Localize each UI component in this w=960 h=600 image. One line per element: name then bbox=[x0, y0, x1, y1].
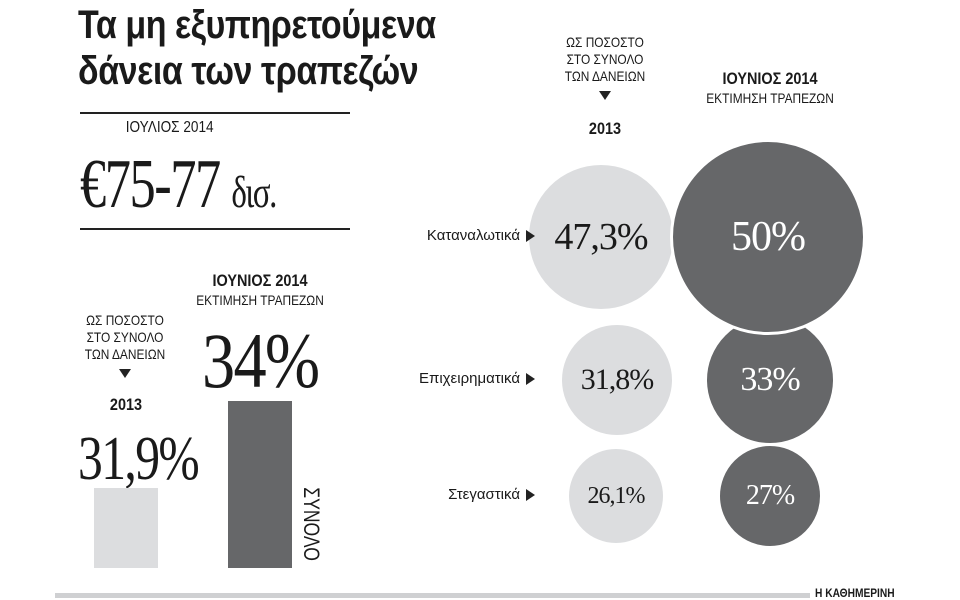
bar-2013 bbox=[94, 488, 158, 568]
estimate-label: ΕΚΤΙΜΗΣΗ ΤΡΑΠΕΖΩΝ bbox=[196, 292, 324, 308]
right-triangle-icon bbox=[526, 229, 535, 242]
source-logo: Η ΚΑΘΗΜΕΡΙΝΗ bbox=[815, 586, 895, 600]
category-label: Καταναλωτικά bbox=[427, 227, 535, 244]
bar-2014 bbox=[228, 401, 292, 568]
down-triangle-icon bbox=[119, 369, 131, 378]
bubble-2013: 26,1% bbox=[569, 449, 663, 543]
share-legend: ΩΣ ΠΟΣΟΣΤΟ ΣΤΟ ΣΥΝΟΛΟ ΤΩΝ ΔΑΝΕΙΩΝ bbox=[70, 312, 180, 378]
year-2014-label: ΙΟΥΝΙΟΣ 2014 bbox=[212, 271, 308, 290]
bubble-2013: 47,3% bbox=[529, 165, 673, 309]
year-2014-label: ΙΟΥΝΙΟΣ 2014 bbox=[722, 69, 818, 88]
right-triangle-icon bbox=[526, 372, 535, 385]
bubble-2014: 27% bbox=[717, 443, 823, 549]
bar-label-2014: 34% bbox=[202, 317, 320, 404]
year-2013-label: 2013 bbox=[588, 119, 622, 138]
divider bbox=[80, 112, 350, 114]
bubble-2014: 50% bbox=[670, 139, 866, 335]
bubble-2013: 31,8% bbox=[562, 325, 672, 435]
category-label: Στεγαστικά bbox=[448, 486, 535, 503]
bubble-2014: 33% bbox=[704, 314, 836, 446]
headline-label: ΙΟΥΛΙΟΣ 2014 bbox=[125, 119, 214, 136]
footer-rule bbox=[55, 593, 810, 598]
estimate-label: ΕΚΤΙΜΗΣΗ ΤΡΑΠΕΖΩΝ bbox=[706, 90, 834, 106]
headline-value: €75-77 δισ. bbox=[80, 146, 277, 223]
page-title: Τα μη εξυπηρετούμενα δάνεια των τραπεζών bbox=[78, 3, 436, 93]
down-triangle-icon bbox=[599, 91, 611, 100]
share-legend-2: ΩΣ ΠΟΣΟΣΤΟ ΣΤΟ ΣΥΝΟΛΟ ΤΩΝ ΔΑΝΕΙΩΝ bbox=[550, 34, 660, 100]
year-2013-label: 2013 bbox=[109, 395, 143, 414]
bar-label-2013: 31,9% bbox=[78, 425, 200, 493]
category-label: Επιχειρηματικά bbox=[419, 370, 535, 387]
divider bbox=[80, 228, 350, 230]
total-axis-label: ΣΥΝΟΛΟ bbox=[299, 487, 324, 562]
right-triangle-icon bbox=[526, 488, 535, 501]
